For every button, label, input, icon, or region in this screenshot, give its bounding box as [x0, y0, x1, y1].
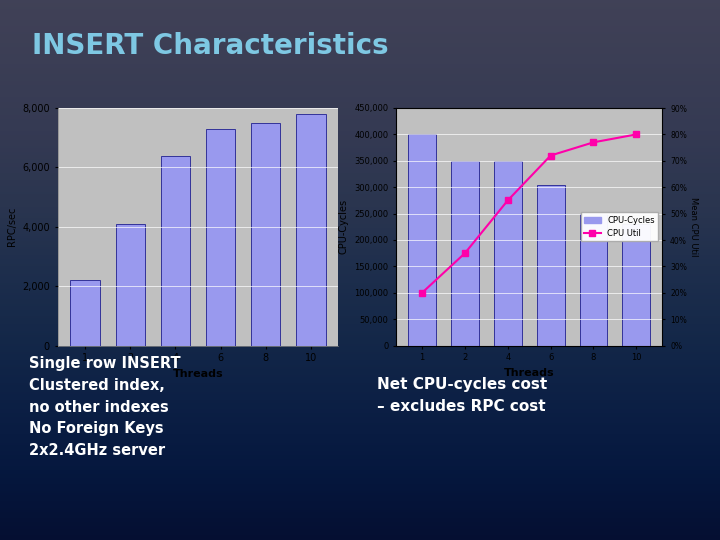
Legend: CPU-Cycles, CPU Util: CPU-Cycles, CPU Util: [580, 212, 658, 241]
Bar: [536, 185, 564, 346]
Bar: [451, 161, 479, 346]
Text: INSERT Characteristics: INSERT Characteristics: [32, 32, 389, 60]
Bar: [580, 214, 608, 346]
X-axis label: Threads: Threads: [504, 368, 554, 378]
Bar: [251, 123, 281, 346]
Y-axis label: CPU-Cycles: CPU-Cycles: [338, 199, 348, 254]
Y-axis label: Mean CPU Util: Mean CPU Util: [689, 197, 698, 256]
Bar: [408, 134, 436, 346]
Bar: [296, 114, 325, 346]
Bar: [161, 156, 190, 346]
X-axis label: Threads: Threads: [173, 369, 223, 379]
Bar: [622, 224, 650, 346]
Text: Single row INSERT
Clustered index,
no other indexes
No Foreign Keys
2x2.4GHz ser: Single row INSERT Clustered index, no ot…: [29, 356, 181, 458]
Y-axis label: RPC/sec: RPC/sec: [6, 207, 17, 246]
Bar: [115, 224, 145, 346]
Bar: [71, 280, 100, 346]
Text: Net CPU-cycles cost
– excludes RPC cost: Net CPU-cycles cost – excludes RPC cost: [377, 377, 546, 414]
Bar: [206, 129, 235, 346]
Bar: [494, 161, 522, 346]
